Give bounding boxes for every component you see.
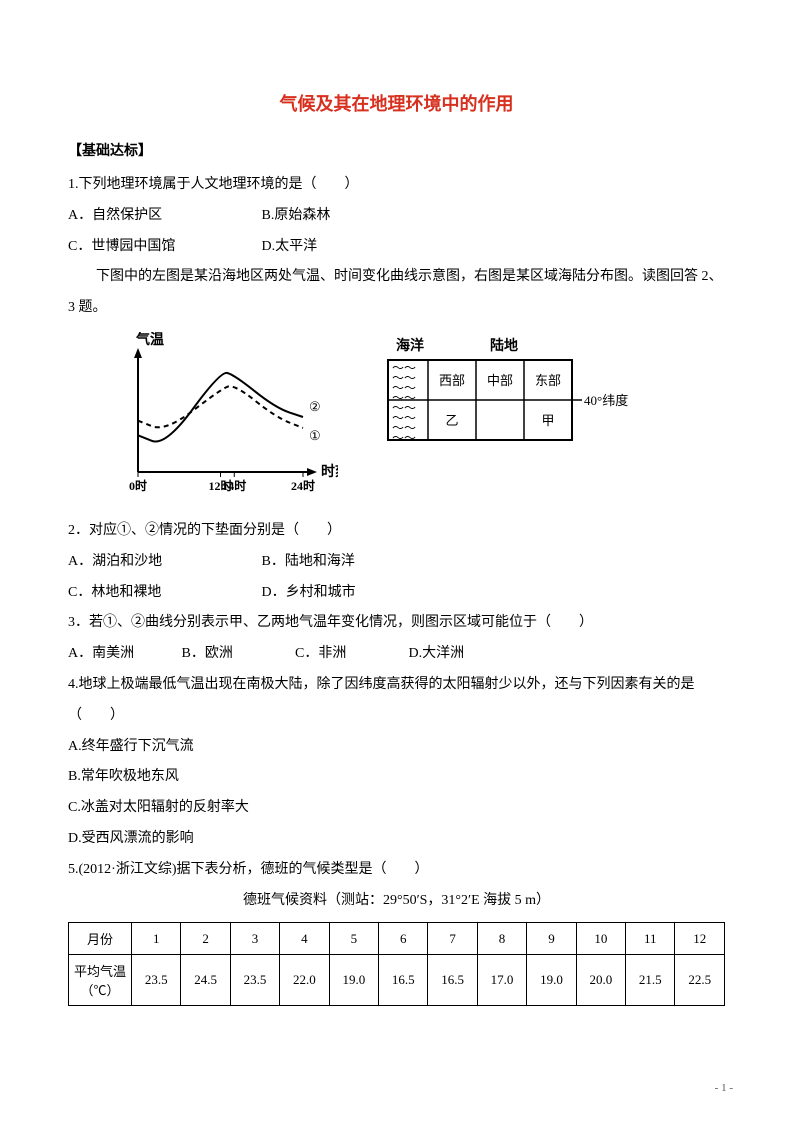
svg-text:14时: 14时 <box>222 478 246 493</box>
svg-text:0时: 0时 <box>129 478 147 493</box>
svg-text:②: ② <box>309 399 321 414</box>
svg-text:东部: 东部 <box>535 373 561 388</box>
table-cell: 19.0 <box>527 955 576 1006</box>
q4-opt-d: D.受西风漂流的影响 <box>68 824 725 855</box>
svg-text:甲: 甲 <box>541 413 554 428</box>
svg-text:～～: ～～ <box>392 431 416 445</box>
table-cell: 21.5 <box>626 955 675 1006</box>
q1-options-row2: C．世博园中国馆 D.太平洋 <box>68 232 725 263</box>
table-cell: 3 <box>230 923 279 955</box>
svg-text:24时: 24时 <box>291 478 315 493</box>
q4-opt-c: C.冰盖对太阳辐射的反射率大 <box>68 793 725 824</box>
q1-opt-a: A．自然保护区 <box>68 201 258 232</box>
land-sea-grid: 海洋陆地～～～～～～～～～～～～～～～～西部中部东部乙甲40°纬度 <box>378 332 648 472</box>
page-number: - 1 - <box>715 1082 733 1094</box>
table-cell: 22.5 <box>675 955 725 1006</box>
q3-opt-a: A．南美洲 <box>68 639 178 670</box>
q2-options-row2: C．林地和裸地 D．乡村和城市 <box>68 578 725 609</box>
table-cell: 22.0 <box>280 955 329 1006</box>
svg-text:中部: 中部 <box>487 373 513 388</box>
svg-text:乙: 乙 <box>445 413 458 428</box>
q2-stem: 2．对应①、②情况的下垫面分别是（ ） <box>68 516 725 547</box>
svg-text:①: ① <box>309 428 321 443</box>
q2-opt-a: A．湖泊和沙地 <box>68 547 258 578</box>
svg-text:气温: 气温 <box>135 332 164 348</box>
temperature-chart: 气温时刻0时12时14时24时②① <box>98 332 338 502</box>
svg-text:陆地: 陆地 <box>490 337 518 354</box>
q2-opt-d: D．乡村和城市 <box>262 578 356 609</box>
table-row: 月份 1 2 3 4 5 6 7 8 9 10 11 12 <box>69 923 725 955</box>
table-cell: 1 <box>132 923 181 955</box>
q1-stem: 1.下列地理环境属于人文地理环境的是（ ） <box>68 170 725 201</box>
table-cell: 12 <box>675 923 725 955</box>
q2-options-row1: A．湖泊和沙地 B．陆地和海洋 <box>68 547 725 578</box>
q1-opt-b: B.原始森林 <box>262 201 331 232</box>
svg-text:40°纬度: 40°纬度 <box>584 393 628 408</box>
table-cell: 11 <box>626 923 675 955</box>
table-cell: 23.5 <box>132 955 181 1006</box>
table-cell: 4 <box>280 923 329 955</box>
q1-options-row1: A．自然保护区 B.原始森林 <box>68 201 725 232</box>
q3-options: A．南美洲 B．欧洲 C．非洲 D.大洋洲 <box>68 639 725 670</box>
figure-row: 气温时刻0时12时14时24时②① 海洋陆地～～～～～～～～～～～～～～～～西部… <box>98 332 725 502</box>
page-title: 气候及其在地理环境中的作用 <box>68 90 725 116</box>
table-header-temp: 平均气温（℃） <box>69 955 132 1006</box>
table-cell: 16.5 <box>428 955 477 1006</box>
q4-opt-b: B.常年吹极地东风 <box>68 762 725 793</box>
table-cell: 5 <box>329 923 378 955</box>
table-cell: 9 <box>527 923 576 955</box>
svg-text:时刻: 时刻 <box>321 463 338 480</box>
q4-opt-a: A.终年盛行下沉气流 <box>68 732 725 763</box>
table-header-month: 月份 <box>69 923 132 955</box>
table-cell: 16.5 <box>379 955 428 1006</box>
q3-stem: 3．若①、②曲线分别表示甲、乙两地气温年变化情况，则图示区域可能位于（ ） <box>68 608 725 639</box>
intro-23: 下图中的左图是某沿海地区两处气温、时间变化曲线示意图，右图是某区域海陆分布图。读… <box>68 262 725 324</box>
svg-text:西部: 西部 <box>439 373 465 388</box>
q1-opt-c: C．世博园中国馆 <box>68 232 258 263</box>
q5-stem: 5.(2012·浙江文综)据下表分析，德班的气候类型是（ ） <box>68 855 725 886</box>
q3-opt-c: C．非洲 <box>295 639 405 670</box>
svg-text:海洋: 海洋 <box>396 337 424 354</box>
table-cell: 6 <box>379 923 428 955</box>
table-cell: 23.5 <box>230 955 279 1006</box>
q1-opt-d: D.太平洋 <box>262 232 318 263</box>
q4-stem: 4.地球上极端最低气温出现在南极大陆，除了因纬度高获得的太阳辐射少以外，还与下列… <box>68 670 725 732</box>
table-cell: 2 <box>181 923 230 955</box>
table-cell: 8 <box>477 923 526 955</box>
table-cell: 7 <box>428 923 477 955</box>
q2-opt-c: C．林地和裸地 <box>68 578 258 609</box>
table-cell: 24.5 <box>181 955 230 1006</box>
q2-opt-b: B．陆地和海洋 <box>262 547 355 578</box>
q3-opt-d: D.大洋洲 <box>409 639 465 670</box>
q3-opt-b: B．欧洲 <box>182 639 292 670</box>
q5-table-caption: 德班气候资料（测站：29°50′S，31°2′E 海拔 5 m） <box>68 886 725 917</box>
table-cell: 19.0 <box>329 955 378 1006</box>
climate-table: 月份 1 2 3 4 5 6 7 8 9 10 11 12 平均气温（℃） 23… <box>68 922 725 1006</box>
table-cell: 17.0 <box>477 955 526 1006</box>
table-row: 平均气温（℃） 23.5 24.5 23.5 22.0 19.0 16.5 16… <box>69 955 725 1006</box>
table-cell: 10 <box>576 923 625 955</box>
table-cell: 20.0 <box>576 955 625 1006</box>
section-heading: 【基础达标】 <box>68 140 725 160</box>
